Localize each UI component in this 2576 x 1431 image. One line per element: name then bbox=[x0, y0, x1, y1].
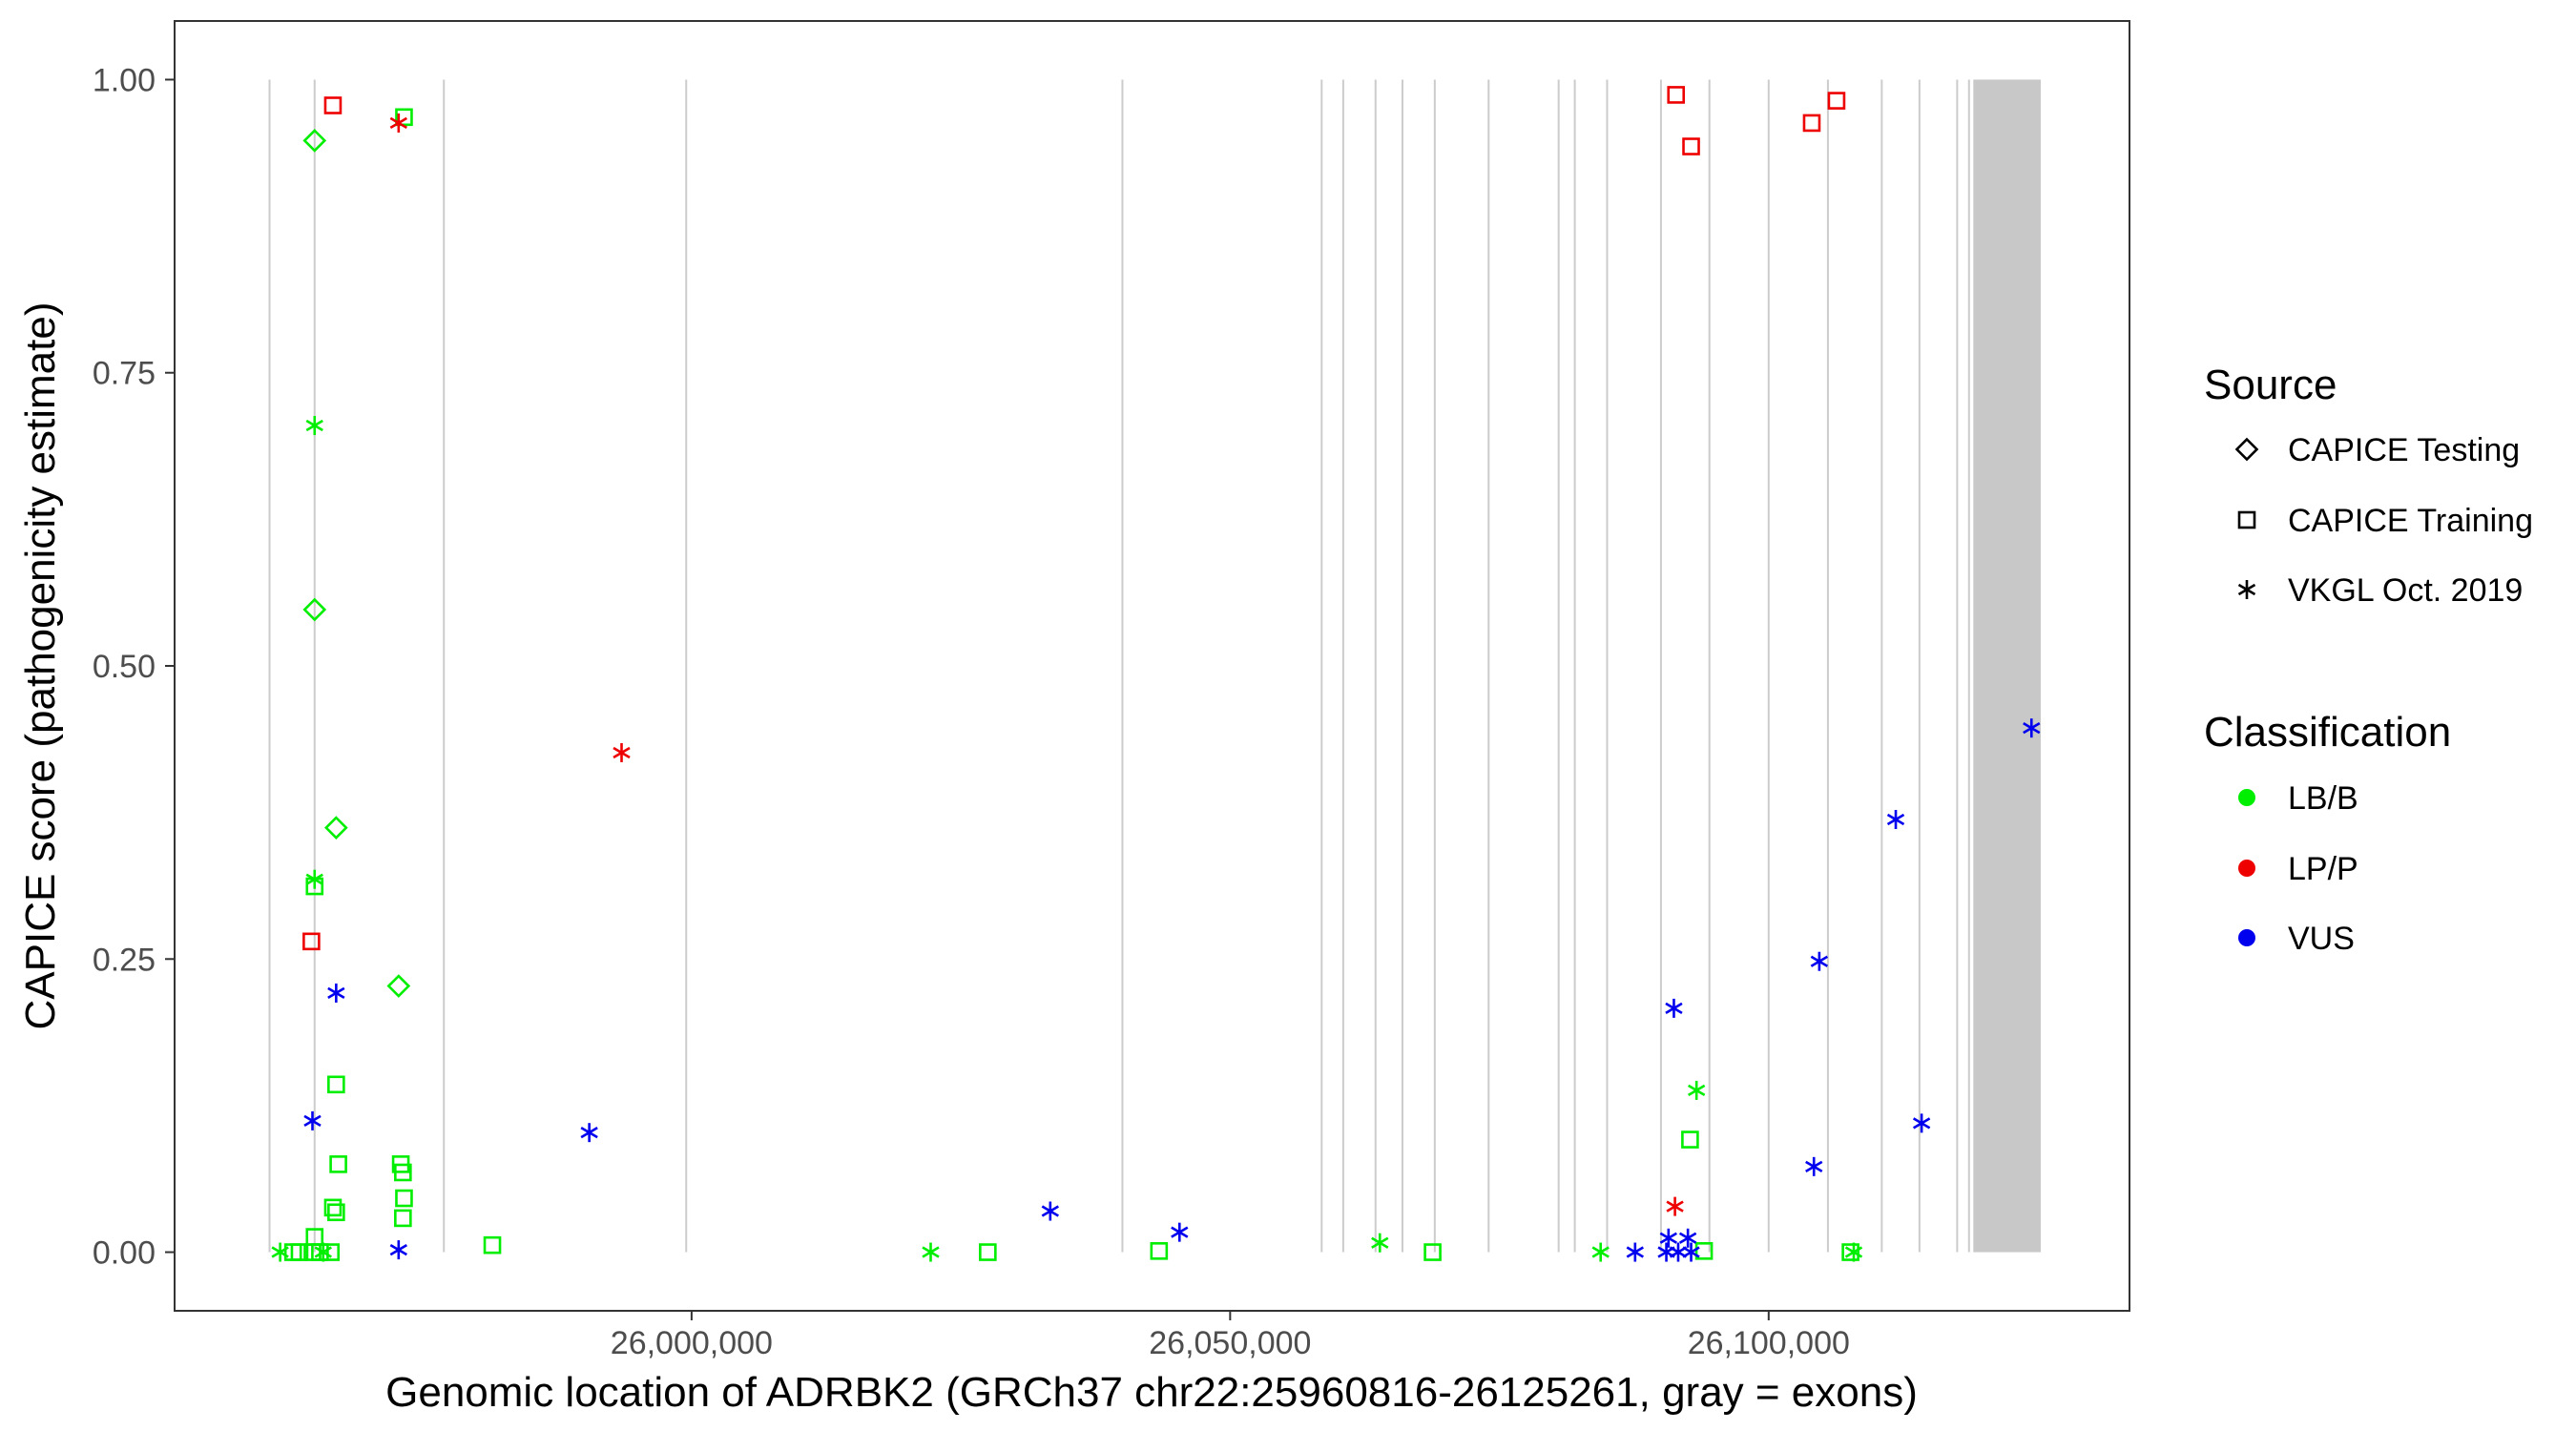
x-axis: 26,000,000 26,050,000 26,100,000 bbox=[611, 1311, 1850, 1361]
data-point bbox=[327, 1075, 345, 1094]
x-tick-label: 26,000,000 bbox=[611, 1325, 773, 1361]
data-point bbox=[1682, 1242, 1700, 1262]
data-point bbox=[2023, 718, 2041, 738]
data-point bbox=[1591, 1242, 1610, 1262]
data-point bbox=[329, 1155, 347, 1173]
data-point bbox=[323, 96, 343, 114]
y-axis: 0.00 0.25 0.50 0.75 1.00 bbox=[93, 62, 175, 1272]
data-point bbox=[1682, 137, 1700, 156]
data-point bbox=[1667, 86, 1686, 104]
points-layer bbox=[271, 86, 2041, 1262]
data-point bbox=[394, 1163, 412, 1182]
data-point bbox=[979, 1243, 997, 1261]
data-point bbox=[1688, 1080, 1706, 1100]
data-point bbox=[1912, 1113, 1931, 1133]
data-point bbox=[1886, 810, 1905, 830]
data-point bbox=[323, 1198, 343, 1217]
legend-class-items: LB/B LP/P VUS bbox=[2238, 780, 2358, 957]
legend: Source CAPICE Testing CAPICE Training VKGL… bbox=[2204, 362, 2533, 957]
data-point bbox=[1844, 1242, 1863, 1262]
data-point bbox=[1827, 92, 1846, 110]
data-point bbox=[386, 974, 411, 998]
y-tick-label: 0.50 bbox=[93, 649, 156, 685]
x-axis-title: Genomic location of ADRBK2 (GRCh37 chr22… bbox=[385, 1369, 1918, 1416]
data-point bbox=[1681, 1130, 1699, 1149]
data-point bbox=[271, 1242, 289, 1262]
legend-source-key bbox=[2237, 510, 2256, 529]
data-point bbox=[302, 597, 327, 622]
data-point bbox=[303, 1110, 322, 1130]
x-tick-label: 26,050,000 bbox=[1149, 1325, 1311, 1361]
data-point bbox=[389, 1240, 407, 1260]
data-point bbox=[395, 1189, 413, 1208]
legend-class-key bbox=[2238, 860, 2255, 877]
y-axis-title: CAPICE score (pathogenicity estimate) bbox=[17, 302, 64, 1030]
data-point bbox=[389, 113, 407, 133]
data-point bbox=[580, 1123, 598, 1143]
data-point bbox=[394, 1209, 412, 1228]
data-point bbox=[327, 1203, 345, 1222]
y-tick-label: 0.75 bbox=[93, 356, 156, 392]
data-point bbox=[483, 1235, 502, 1255]
data-point bbox=[302, 129, 327, 153]
data-point bbox=[1694, 1242, 1714, 1260]
data-point bbox=[314, 1242, 332, 1262]
legend-source-label: CAPICE Testing bbox=[2288, 432, 2520, 468]
data-point bbox=[311, 1243, 329, 1261]
data-point bbox=[1659, 1228, 1677, 1248]
data-point bbox=[1666, 1196, 1684, 1216]
legend-source-key bbox=[2237, 580, 2256, 599]
data-point bbox=[1805, 1156, 1823, 1176]
data-point bbox=[1371, 1233, 1389, 1253]
data-point bbox=[302, 932, 321, 951]
legend-class-label: LP/P bbox=[2288, 851, 2358, 887]
data-point bbox=[922, 1242, 940, 1262]
data-point bbox=[1665, 998, 1683, 1018]
data-point bbox=[1150, 1242, 1169, 1260]
data-point bbox=[1626, 1242, 1644, 1262]
y-tick-label: 0.25 bbox=[93, 942, 156, 978]
data-point bbox=[1171, 1222, 1189, 1242]
legend-source-label: CAPICE Training bbox=[2288, 503, 2533, 539]
legend-class-key bbox=[2238, 929, 2255, 946]
data-point bbox=[1423, 1243, 1442, 1261]
legend-source-items: CAPICE Testing CAPICE Training VKGL Oct. 2… bbox=[2234, 432, 2533, 609]
data-point bbox=[1841, 1243, 1859, 1261]
x-tick-label: 26,100,000 bbox=[1688, 1325, 1850, 1361]
y-tick-label: 0.00 bbox=[93, 1235, 156, 1272]
data-point bbox=[327, 983, 345, 1003]
data-point bbox=[613, 742, 631, 762]
data-point bbox=[1810, 951, 1829, 971]
exon-layer bbox=[268, 79, 2041, 1253]
exon-block bbox=[1973, 79, 2041, 1253]
legend-class-label: LB/B bbox=[2288, 780, 2358, 817]
data-point bbox=[1041, 1201, 1059, 1221]
y-tick-label: 1.00 bbox=[93, 62, 156, 98]
data-point bbox=[1802, 114, 1821, 133]
legend-class-label: VUS bbox=[2288, 921, 2355, 957]
data-point bbox=[324, 816, 348, 840]
legend-classification-title: Classification bbox=[2204, 709, 2451, 756]
legend-source-key bbox=[2234, 437, 2259, 462]
data-point bbox=[1678, 1228, 1697, 1248]
legend-source-label: VKGL Oct. 2019 bbox=[2288, 572, 2523, 609]
legend-class-key bbox=[2238, 789, 2255, 806]
data-point bbox=[305, 869, 323, 889]
data-point bbox=[305, 416, 323, 436]
data-point bbox=[290, 1243, 309, 1261]
legend-source-title: Source bbox=[2204, 362, 2337, 408]
